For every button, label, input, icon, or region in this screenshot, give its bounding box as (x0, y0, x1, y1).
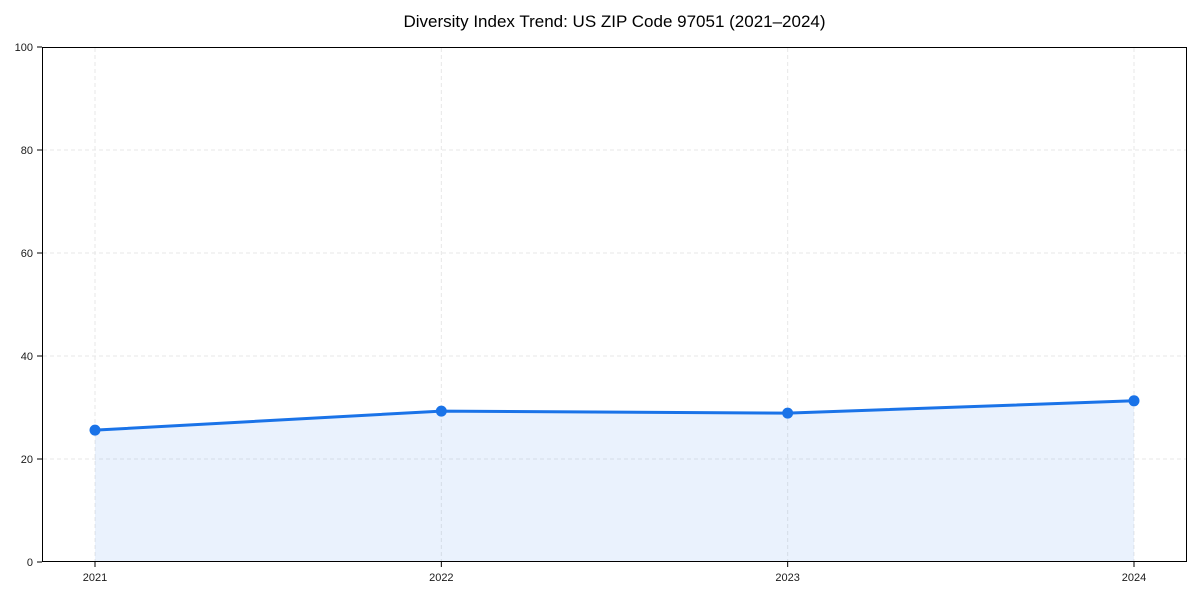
y-tick-label: 20 (21, 454, 33, 466)
y-tick-label: 80 (21, 145, 33, 157)
x-tick-label: 2021 (83, 572, 107, 584)
data-point-2022 (435, 405, 447, 417)
data-point-2021 (89, 424, 101, 436)
x-tick-label: 2024 (1122, 572, 1146, 584)
chart-title: Diversity Index Trend: US ZIP Code 97051… (403, 12, 826, 31)
x-tick-label: 2022 (429, 572, 453, 584)
plot-border (42, 47, 1187, 562)
area-fill (95, 400, 1134, 562)
data-point-2024 (1128, 395, 1140, 407)
y-tick-label: 40 (21, 351, 33, 363)
trend-line (93, 399, 1136, 432)
y-tick-label: 60 (21, 248, 33, 260)
data-point-2023 (782, 407, 794, 419)
y-tick-label: 0 (27, 557, 33, 569)
y-tick-label: 100 (15, 42, 33, 54)
x-tick-label: 2023 (775, 572, 799, 584)
